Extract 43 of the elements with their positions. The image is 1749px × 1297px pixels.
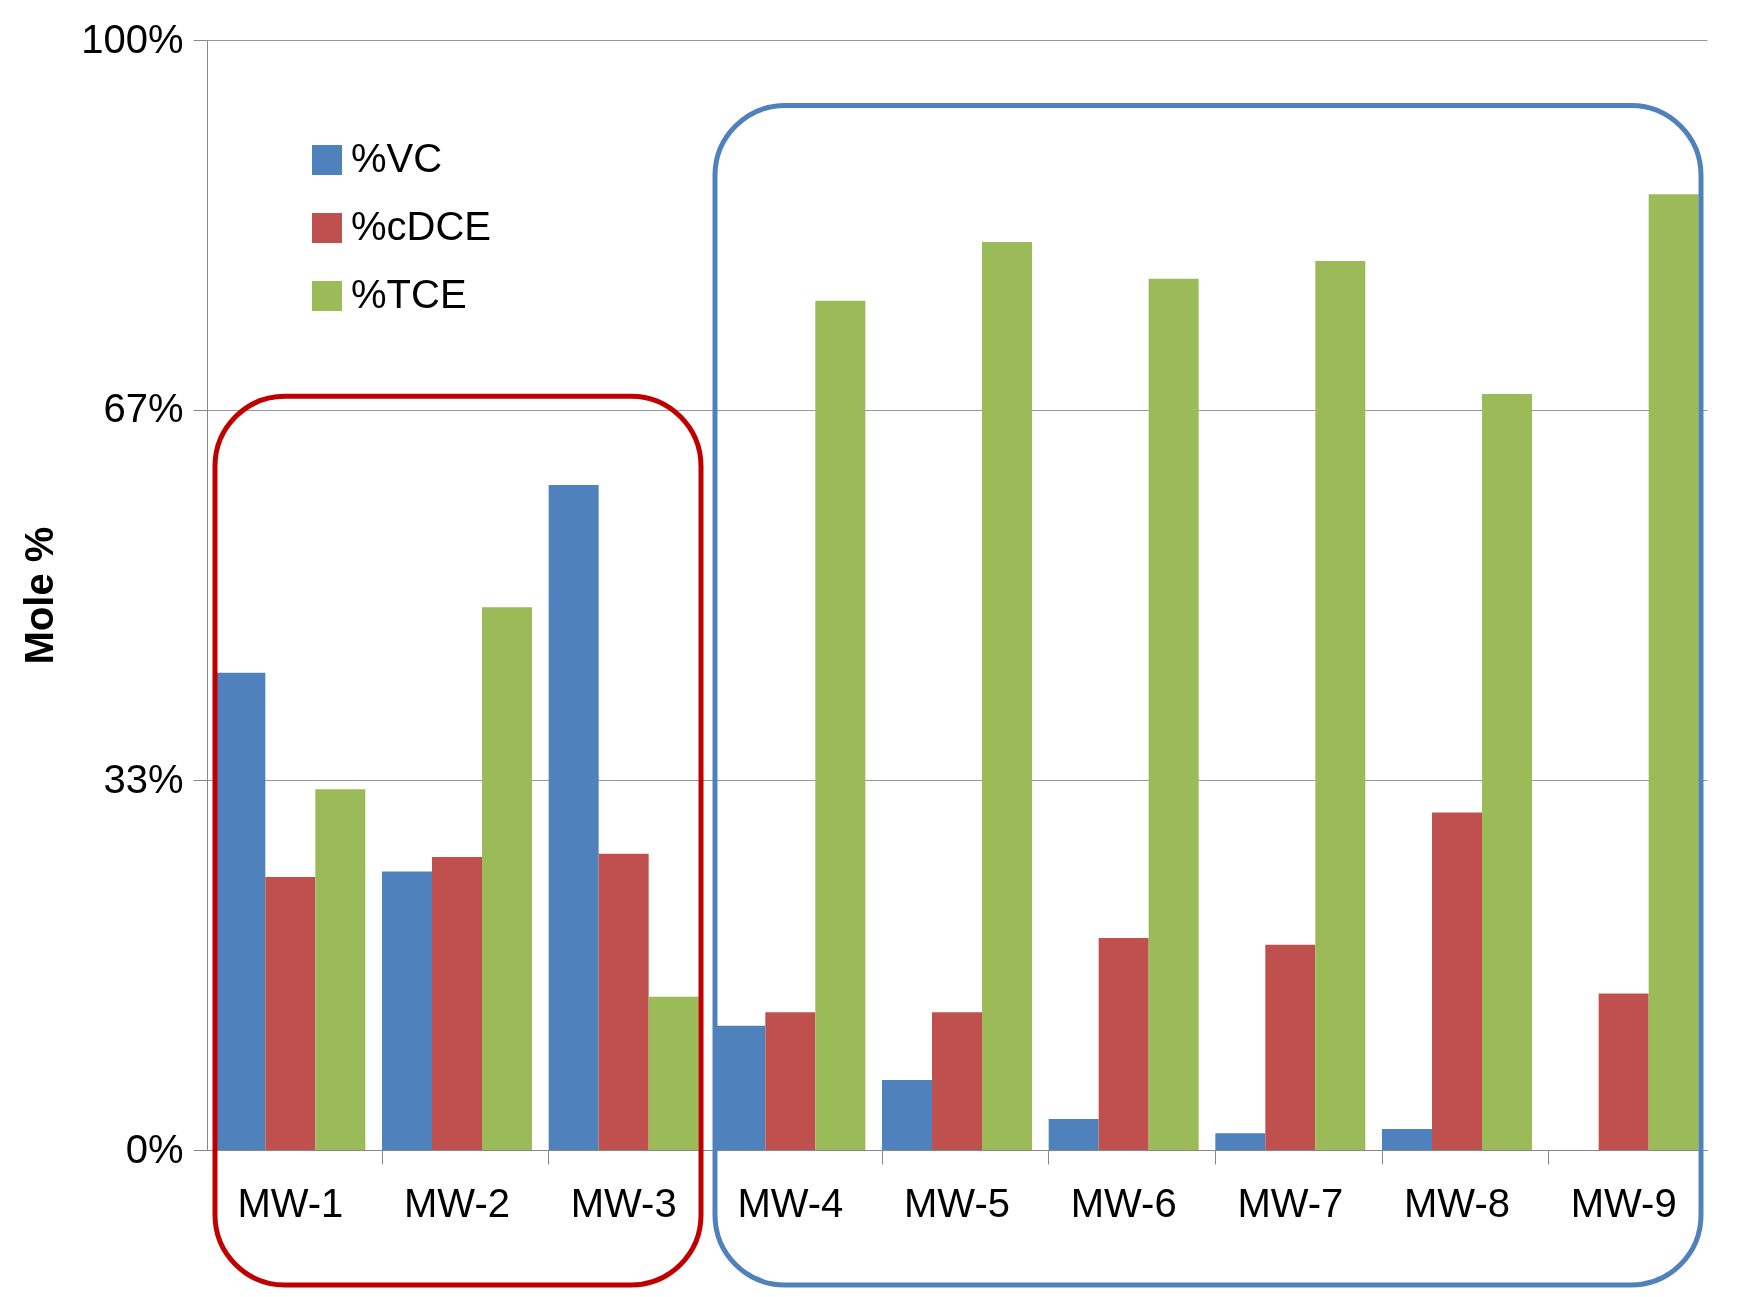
bar — [982, 242, 1032, 1150]
bar — [548, 485, 599, 1150]
bar — [382, 871, 432, 1150]
legend-label: %TCE — [351, 272, 467, 316]
bar — [648, 996, 699, 1150]
x-tick-label: MW-8 — [1404, 1180, 1510, 1225]
bar — [1382, 1128, 1432, 1150]
bar — [815, 300, 866, 1150]
bar — [265, 876, 316, 1150]
y-tick-label: 33% — [103, 756, 184, 801]
x-tick-label: MW-9 — [1570, 1180, 1677, 1225]
bar — [432, 856, 482, 1150]
bar — [765, 1012, 816, 1150]
y-axis-title: Mole % — [17, 526, 62, 665]
x-tick-label: MW-6 — [1070, 1180, 1177, 1225]
bar — [1265, 944, 1316, 1150]
x-tick-label: MW-2 — [404, 1180, 510, 1225]
x-tick-label: MW-1 — [237, 1180, 344, 1225]
bar — [1432, 812, 1482, 1150]
bar — [1048, 1118, 1099, 1150]
x-tick-label: MW-3 — [570, 1180, 677, 1225]
bar — [215, 672, 266, 1150]
x-tick-label: MW-4 — [737, 1180, 844, 1225]
y-tick-label: 67% — [103, 386, 184, 431]
bar — [1315, 260, 1366, 1150]
x-tick-label: MW-7 — [1237, 1180, 1344, 1225]
bar — [715, 1025, 766, 1150]
y-tick-label: 0% — [125, 1126, 184, 1171]
x-tick-label: MW-5 — [904, 1180, 1010, 1225]
bar — [1215, 1133, 1266, 1150]
bar — [1648, 194, 1699, 1150]
bar — [598, 853, 649, 1150]
legend-label: %VC — [351, 136, 443, 180]
bar — [1598, 993, 1649, 1150]
legend-label: %cDCE — [351, 204, 492, 248]
bar — [482, 607, 532, 1150]
bar — [1482, 394, 1532, 1150]
bar — [882, 1080, 932, 1150]
bar — [1148, 278, 1199, 1150]
bar — [315, 789, 366, 1150]
y-tick-label: 100% — [81, 16, 184, 61]
bar — [1098, 937, 1149, 1150]
bar — [932, 1012, 982, 1150]
